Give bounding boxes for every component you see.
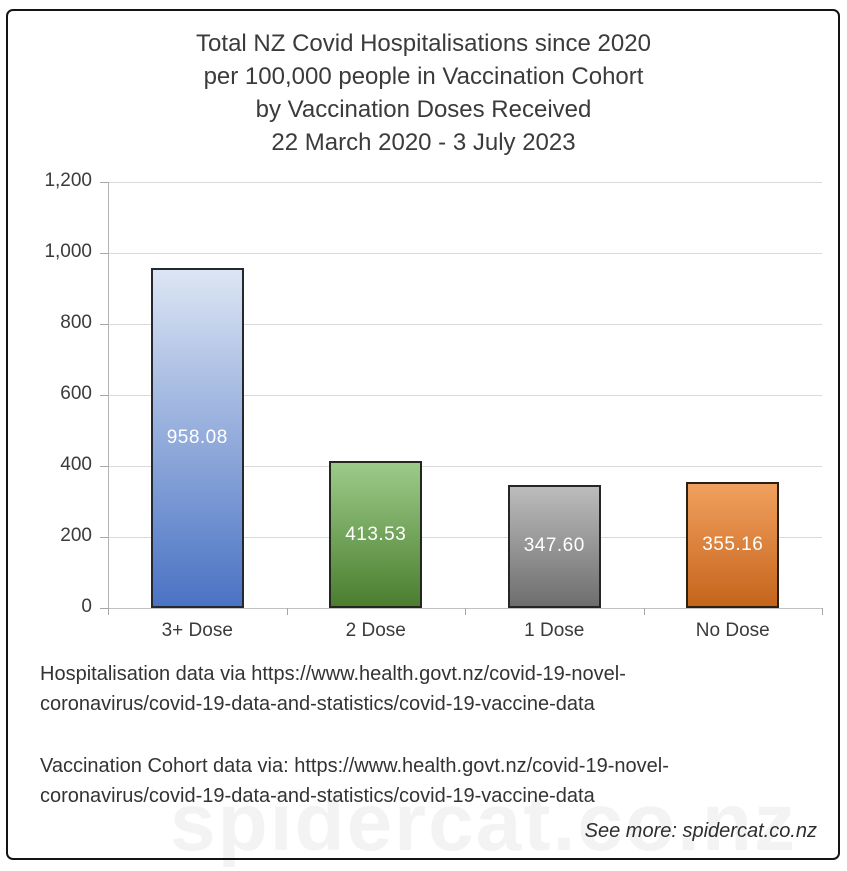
bar-value-label: 355.16 (702, 533, 764, 555)
bar-no-dose: 355.16 (686, 481, 780, 608)
gridline (108, 537, 822, 538)
y-axis-tick (100, 608, 108, 609)
chart-title-line-2: per 100,000 people in Vaccination Cohort (203, 63, 644, 90)
source-2-line-1: Vaccination Cohort data via: https://www… (40, 755, 669, 777)
y-axis-tick (100, 537, 108, 538)
x-axis-tick (108, 608, 109, 615)
y-axis-tick (100, 466, 108, 467)
y-axis-tick (100, 324, 108, 325)
y-tick-label: 1,000 (44, 241, 92, 262)
source-text-2: Vaccination Cohort data via: https://www… (40, 751, 810, 811)
source-1-line-1: Hospitalisation data via https://www.hea… (40, 663, 626, 685)
y-axis-tick (100, 182, 108, 183)
gridline (108, 182, 822, 183)
source-1-line-2: coronavirus/covid-19-data-and-statistics… (40, 693, 595, 715)
y-tick-label: 0 (81, 596, 92, 617)
chart-title-line-4: 22 March 2020 - 3 July 2023 (271, 129, 576, 156)
source-2-line-2: coronavirus/covid-19-data-and-statistics… (40, 785, 595, 807)
bar-3-dose: 958.08 (150, 267, 244, 608)
x-axis-tick (465, 608, 466, 615)
x-tick-label: No Dose (695, 620, 770, 641)
x-tick-label: 2 Dose (345, 620, 406, 641)
chart-title-line-3: by Vaccination Doses Received (255, 96, 592, 123)
y-tick-label: 200 (60, 525, 92, 546)
bar-value-label: 413.53 (345, 523, 407, 545)
x-axis-tick (286, 608, 288, 615)
gridline (108, 466, 822, 467)
y-axis-tick (100, 395, 108, 396)
y-tick-label: 600 (60, 383, 92, 404)
y-tick-label: 1,200 (44, 170, 92, 191)
watermark: spidercat.co.nz (170, 777, 797, 868)
chart-title: Total NZ Covid Hospitalisations since 20… (0, 27, 847, 159)
chart-title-line-1: Total NZ Covid Hospitalisations since 20… (196, 30, 651, 57)
y-tick-label: 800 (60, 312, 92, 333)
bar-value-label: 958.08 (166, 426, 228, 448)
x-tick-label: 3+ Dose (161, 620, 233, 641)
gridline (108, 324, 822, 325)
see-more-text: See more: spidercat.co.nz (584, 820, 817, 842)
bar-1-dose: 347.60 (507, 484, 601, 608)
y-axis-tick (100, 253, 108, 254)
bar-value-label: 347.60 (523, 535, 585, 557)
x-tick-label: 1 Dose (524, 620, 585, 641)
x-axis-tick (643, 608, 645, 615)
bar-2-dose: 413.53 (329, 461, 423, 608)
x-axis-tick (822, 608, 823, 615)
y-tick-label: 400 (60, 454, 92, 475)
gridline (108, 395, 822, 396)
gridline (108, 253, 822, 254)
y-axis-line (108, 182, 109, 608)
source-text-1: Hospitalisation data via https://www.hea… (40, 659, 810, 719)
